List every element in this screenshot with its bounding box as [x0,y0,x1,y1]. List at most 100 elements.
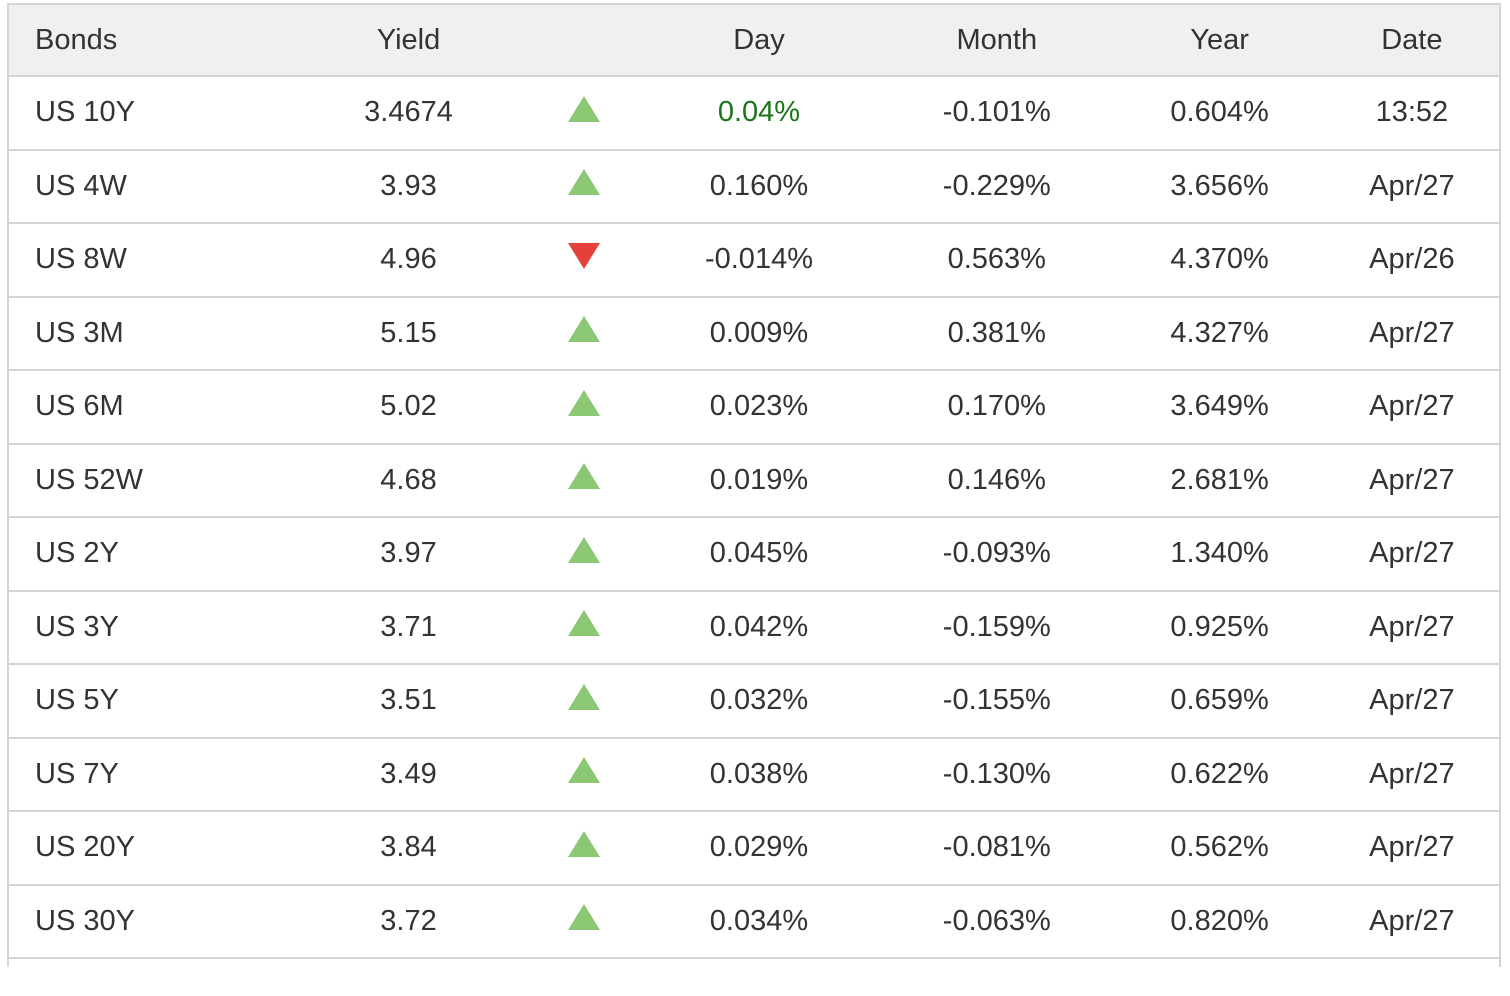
table-row: US 10Y 3.4674 0.04% -0.101% 0.604% 13:52 [8,76,1500,151]
bond-name[interactable]: US 20Y [8,811,289,886]
year-change: 0.562% [1114,811,1325,886]
yield-value: 3.71 [288,590,529,665]
direction-cell [528,370,639,445]
empty-cell [638,958,880,967]
date-value: Apr/27 [1324,590,1500,665]
month-change: 0.563% [879,223,1115,298]
day-change: 0.009% [638,296,880,371]
year-change: 0.820% [1114,884,1325,959]
month-change: -0.155% [879,664,1115,739]
date-value: 13:52 [1324,76,1500,151]
bond-name[interactable]: US 3Y [8,590,289,665]
empty-cell [528,958,639,967]
up-triangle-icon [567,757,600,784]
table-header-row: Bonds Yield Day Month Year Date [8,4,1500,77]
table-row: US 5Y 3.51 0.032% -0.155% 0.659% Apr/27 [8,664,1500,739]
up-triangle-icon [567,169,600,196]
direction-cell [528,737,639,812]
direction-cell [528,884,639,959]
month-change: 0.146% [879,443,1115,518]
up-triangle-icon [567,389,600,416]
column-header-month[interactable]: Month [879,4,1115,77]
date-value: Apr/27 [1324,884,1500,959]
date-value: Apr/27 [1324,517,1500,592]
year-change: 3.649% [1114,370,1325,445]
month-change: -0.081% [879,811,1115,886]
date-value: Apr/27 [1324,664,1500,739]
date-value: Apr/27 [1324,811,1500,886]
bond-name[interactable]: US 2Y [8,517,289,592]
month-change: -0.229% [879,149,1115,224]
bond-name[interactable]: US 3M [8,296,289,371]
empty-cell [879,958,1115,967]
column-header-date[interactable]: Date [1324,4,1500,77]
month-change: 0.381% [879,296,1115,371]
day-change: 0.019% [638,443,880,518]
day-change: 0.045% [638,517,880,592]
up-triangle-icon [567,95,600,122]
yield-value: 4.96 [288,223,529,298]
empty-cell [288,958,529,967]
bond-name[interactable]: US 7Y [8,737,289,812]
table-row: US 2Y 3.97 0.045% -0.093% 1.340% Apr/27 [8,517,1500,592]
direction-cell [528,223,639,298]
date-value: Apr/27 [1324,370,1500,445]
bond-name[interactable]: US 52W [8,443,289,518]
yield-value: 3.49 [288,737,529,812]
column-header-year[interactable]: Year [1114,4,1325,77]
table-row: US 30Y 3.72 0.034% -0.063% 0.820% Apr/27 [8,884,1500,959]
yield-value: 5.02 [288,370,529,445]
table-row: US 3Y 3.71 0.042% -0.159% 0.925% Apr/27 [8,590,1500,665]
month-change: -0.130% [879,737,1115,812]
day-change: 0.029% [638,811,880,886]
table-row: US 8W 4.96 -0.014% 0.563% 4.370% Apr/26 [8,223,1500,298]
direction-cell [528,664,639,739]
yield-value: 5.15 [288,296,529,371]
up-triangle-icon [567,830,600,857]
bonds-yields-table: Bonds Yield Day Month Year Date US 10Y 3… [7,3,1501,967]
month-change: 0.170% [879,370,1115,445]
bond-name[interactable]: US 6M [8,370,289,445]
month-change: -0.093% [879,517,1115,592]
direction-cell [528,590,639,665]
table-row: US 4W 3.93 0.160% -0.229% 3.656% Apr/27 [8,149,1500,224]
month-change: -0.101% [879,76,1115,151]
year-change: 1.340% [1114,517,1325,592]
table-row-partial [8,958,1500,967]
table-row: US 3M 5.15 0.009% 0.381% 4.327% Apr/27 [8,296,1500,371]
column-header-day[interactable]: Day [638,4,880,77]
day-change: 0.023% [638,370,880,445]
bond-name[interactable]: US 30Y [8,884,289,959]
date-value: Apr/27 [1324,443,1500,518]
direction-cell [528,76,639,151]
year-change: 4.370% [1114,223,1325,298]
bond-name[interactable]: US 8W [8,223,289,298]
bond-name[interactable]: US 4W [8,149,289,224]
day-change: -0.014% [638,223,880,298]
yield-value: 3.84 [288,811,529,886]
empty-cell [8,958,289,967]
year-change: 3.656% [1114,149,1325,224]
year-change: 0.925% [1114,590,1325,665]
yield-value: 3.4674 [288,76,529,151]
date-value: Apr/27 [1324,296,1500,371]
table-row: US 7Y 3.49 0.038% -0.130% 0.622% Apr/27 [8,737,1500,812]
down-triangle-icon [567,242,600,269]
empty-cell [1114,958,1325,967]
table-row: US 52W 4.68 0.019% 0.146% 2.681% Apr/27 [8,443,1500,518]
up-triangle-icon [567,463,600,490]
bond-name[interactable]: US 5Y [8,664,289,739]
month-change: -0.063% [879,884,1115,959]
day-change: 0.04% [638,76,880,151]
yield-value: 3.51 [288,664,529,739]
column-header-indicator [528,4,639,77]
day-change: 0.038% [638,737,880,812]
bond-name[interactable]: US 10Y [8,76,289,151]
direction-cell [528,517,639,592]
day-change: 0.160% [638,149,880,224]
yield-value: 3.97 [288,517,529,592]
column-header-yield[interactable]: Yield [288,4,529,77]
date-value: Apr/27 [1324,149,1500,224]
year-change: 0.622% [1114,737,1325,812]
column-header-bonds[interactable]: Bonds [8,4,289,77]
